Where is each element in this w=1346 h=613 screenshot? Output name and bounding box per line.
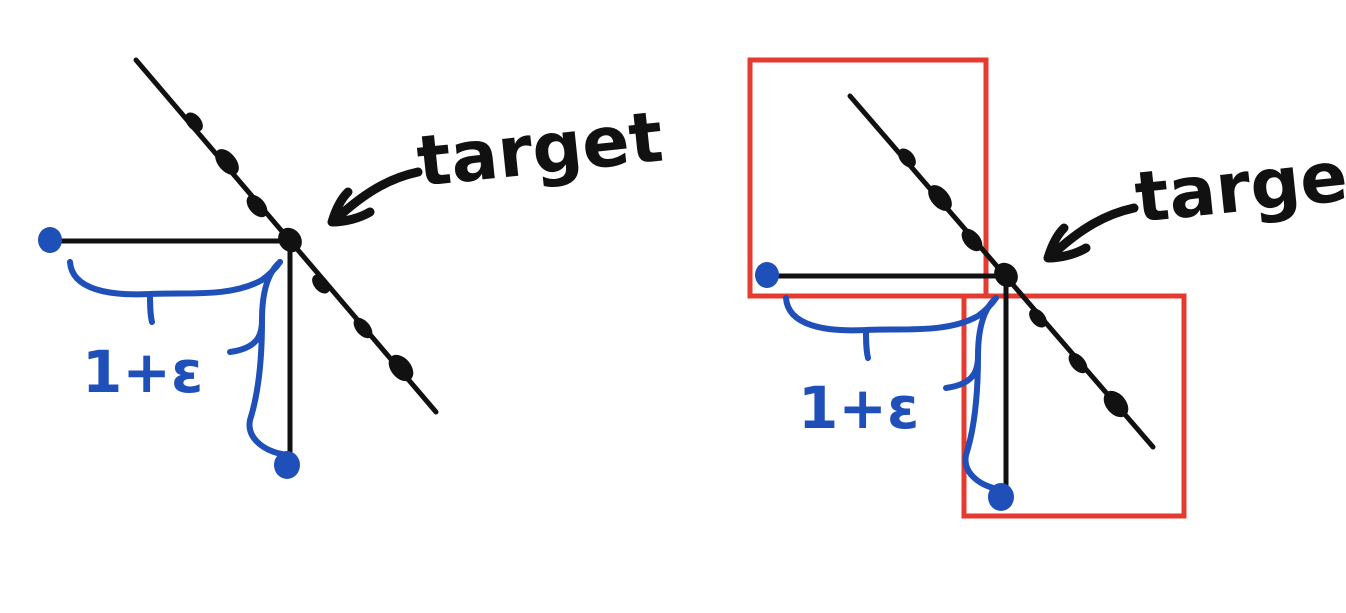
left-target-arrow [327, 167, 423, 227]
right-target-arrow [1043, 203, 1139, 263]
left-line-point-5 [353, 317, 373, 339]
left-horizontal-brace [67, 259, 283, 325]
right-line-point-2 [928, 185, 952, 211]
upper-left-box [747, 57, 989, 299]
left-line-point-1 [185, 112, 203, 132]
right-line-point-6 [1103, 390, 1129, 418]
left-line-point-3 [246, 194, 268, 218]
left-target-label: target [413, 96, 666, 203]
right-vertical-brace [943, 295, 1001, 492]
right-target-label: target [1131, 132, 1346, 239]
left-vertical-brace [227, 259, 285, 457]
right-expansion-label: 1+ε [798, 374, 919, 442]
lower-right-box [961, 293, 1187, 519]
left-line-point-4 [312, 274, 330, 294]
left-line-point-6 [388, 354, 414, 382]
right-horizontal-endpoint [755, 262, 779, 288]
right-line-point-3 [961, 228, 983, 252]
left-line-point-2 [215, 149, 239, 175]
left-horizontal-endpoint [38, 227, 62, 253]
right-line-point-1 [898, 148, 916, 168]
left-expansion-label: 1+ε [82, 338, 203, 406]
left-panel: target 1+ε [38, 57, 667, 479]
right-line-point-5 [1068, 352, 1088, 374]
left-vertical-endpoint [274, 451, 300, 479]
right-panel: target 1+ε [747, 57, 1346, 519]
right-line-point-4 [1029, 308, 1047, 328]
